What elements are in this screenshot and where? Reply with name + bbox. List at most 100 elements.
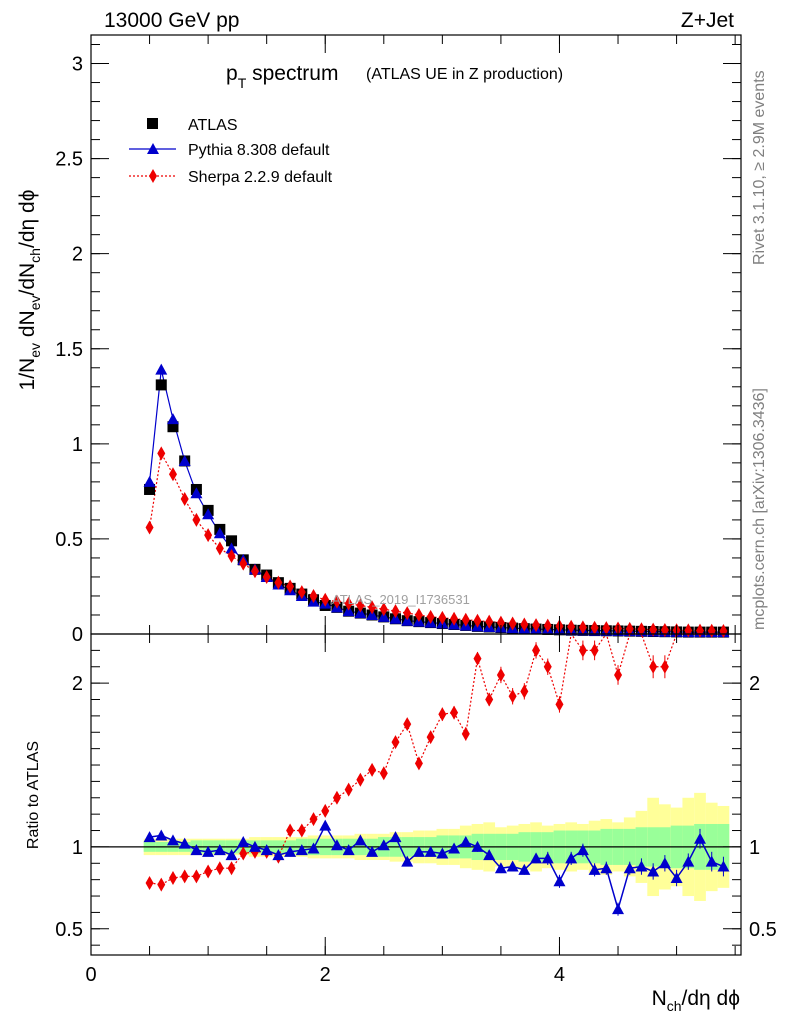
pythia-ratio-point bbox=[600, 862, 613, 874]
y-tick-label: 1 bbox=[72, 434, 83, 456]
plot-title-note: (ATLAS UE in Z production) bbox=[366, 66, 563, 83]
sherpa-point bbox=[520, 617, 529, 632]
sherpa-ratio-point bbox=[485, 692, 494, 707]
ylabel-s2: ev bbox=[27, 295, 43, 310]
pythia-point bbox=[202, 508, 215, 520]
pythia-ratio-point bbox=[471, 840, 484, 852]
sherpa-point bbox=[473, 613, 482, 628]
pythia-point bbox=[377, 610, 390, 622]
pythia-point bbox=[143, 475, 156, 487]
pythia-ratio-point bbox=[518, 863, 531, 875]
y-tick-label: 1.5 bbox=[55, 339, 83, 361]
xlabel-sub: ch bbox=[667, 998, 682, 1014]
sherpa-ratio-point bbox=[508, 689, 517, 704]
legend-pythia-label: Pythia 8.308 default bbox=[188, 142, 330, 159]
sherpa-ratio-point bbox=[473, 651, 482, 666]
sherpa-ratio-point bbox=[532, 643, 541, 658]
title-main: p bbox=[226, 62, 238, 85]
pythia-point bbox=[155, 363, 168, 375]
pythia-ratio-point bbox=[366, 845, 379, 857]
energy-label: 13000 GeV pp bbox=[104, 9, 239, 32]
pythia-ratio-point bbox=[670, 872, 683, 884]
sherpa-point bbox=[637, 622, 646, 637]
pythia-ratio-point bbox=[483, 849, 496, 861]
pythia-point bbox=[366, 608, 379, 620]
sherpa-point bbox=[391, 604, 400, 619]
pythia-ratio-point bbox=[530, 852, 543, 864]
sherpa-ratio-point bbox=[368, 762, 377, 777]
ylabel-p4: /dη dϕ bbox=[16, 190, 39, 248]
ratio-tick-label-right: 0.5 bbox=[749, 919, 777, 941]
sherpa-ratio-point bbox=[649, 659, 658, 674]
pythia-ratio-point bbox=[178, 837, 191, 849]
sherpa-ratio-point bbox=[286, 823, 295, 838]
ratio-tick-label-right: 1 bbox=[749, 837, 760, 859]
pythia-ratio-point bbox=[354, 834, 367, 846]
atlas-point bbox=[155, 379, 167, 391]
pythia-point bbox=[225, 542, 238, 554]
ratio-tick-label: 1 bbox=[72, 837, 83, 859]
sherpa-point bbox=[414, 607, 423, 622]
pythia-ratio-point bbox=[190, 844, 203, 856]
ratio-tick-label: 2 bbox=[72, 673, 83, 695]
ratio-frame bbox=[90, 633, 742, 956]
pythia-ratio-point bbox=[248, 840, 261, 852]
sherpa-point bbox=[543, 618, 552, 633]
title-sub: T bbox=[238, 75, 247, 91]
ratio-tick-label: 0.5 bbox=[55, 919, 83, 941]
sherpa-point bbox=[578, 620, 587, 635]
pythia-ratio-point bbox=[494, 862, 507, 874]
pythia-ratio-point bbox=[717, 860, 730, 872]
pythia-ratio-point bbox=[448, 842, 461, 854]
pythia-ratio-point bbox=[612, 903, 625, 915]
sherpa-ratio-point bbox=[192, 869, 201, 884]
sherpa-point bbox=[321, 592, 330, 607]
sherpa-point bbox=[262, 569, 271, 584]
pythia-ratio-point bbox=[213, 844, 226, 856]
pythia-point bbox=[166, 413, 179, 425]
sherpa-ratio-point bbox=[204, 864, 213, 879]
sherpa-point bbox=[438, 610, 447, 625]
atlas-point bbox=[167, 421, 179, 433]
sherpa-point bbox=[356, 598, 365, 613]
sherpa-ratio-point bbox=[590, 643, 599, 658]
sherpa-ratio-point bbox=[578, 643, 587, 658]
sherpa-point bbox=[368, 600, 377, 615]
sherpa-point bbox=[344, 596, 353, 611]
y-tick-label: 2 bbox=[72, 244, 83, 266]
legend-atlas-label: ATLAS bbox=[188, 117, 238, 134]
sherpa-point bbox=[297, 585, 306, 600]
pythia-ratio-point bbox=[330, 839, 343, 851]
pythia-ratio-point bbox=[295, 844, 308, 856]
sherpa-point bbox=[168, 467, 177, 482]
sherpa-ratio-point bbox=[239, 846, 248, 861]
atlas-point bbox=[226, 535, 238, 547]
sherpa-ratio-point bbox=[309, 812, 318, 827]
sherpa-ratio-point bbox=[297, 823, 306, 838]
sherpa-point bbox=[239, 556, 248, 571]
y-tick-label: 0.5 bbox=[55, 529, 83, 551]
sherpa-ratio-point bbox=[168, 871, 177, 886]
sherpa-point bbox=[204, 528, 213, 543]
sherpa-point bbox=[508, 616, 517, 631]
ylabel-p2: dN bbox=[16, 310, 39, 343]
pythia-ratio-point bbox=[705, 855, 718, 867]
pythia-ratio-point bbox=[436, 847, 449, 859]
pythia-ratio-point bbox=[424, 845, 437, 857]
x-tick-label: 4 bbox=[554, 964, 565, 986]
pythia-point bbox=[342, 605, 355, 617]
ylabel-p1: 1/N bbox=[16, 358, 39, 391]
sherpa-point bbox=[332, 594, 341, 609]
sherpa-ratio-point bbox=[496, 667, 505, 682]
sherpa-point bbox=[496, 615, 505, 630]
sherpa-point bbox=[532, 618, 541, 633]
pythia-ratio-point bbox=[682, 855, 695, 867]
sherpa-point bbox=[250, 564, 259, 579]
pythia-ratio-point bbox=[635, 860, 648, 872]
sherpa-point bbox=[274, 575, 283, 590]
sherpa-ratio-point bbox=[414, 756, 423, 771]
sherpa-ratio-point bbox=[450, 705, 459, 720]
xlabel-tail: /dη dϕ bbox=[682, 987, 740, 1010]
sherpa-point bbox=[403, 606, 412, 621]
